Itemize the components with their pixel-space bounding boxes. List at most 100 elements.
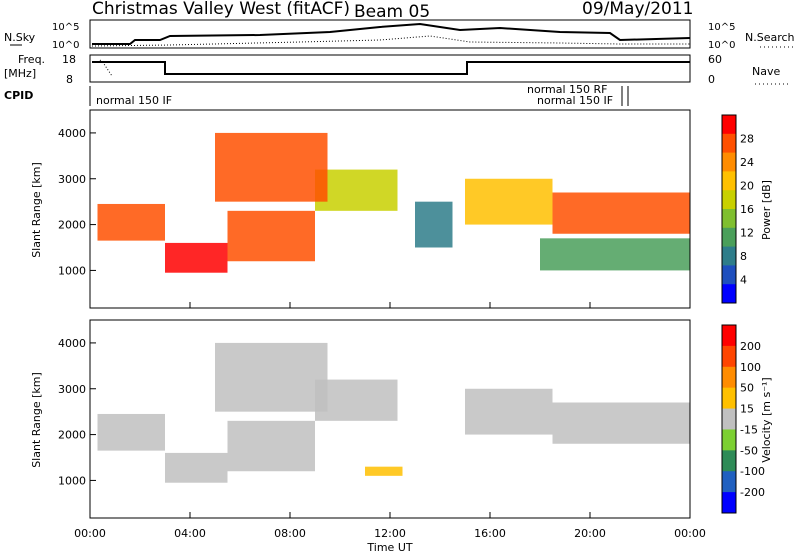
x-tick-label: 00:00: [74, 527, 106, 540]
nave-trace: [99, 59, 113, 77]
velocity-y-ticks: 1000 2000 3000 4000: [58, 337, 96, 487]
velocity-colorbar-segment: [722, 345, 736, 368]
site-title: Christmas Valley West (fitACF): [92, 0, 350, 19]
velocity-echo-band: [165, 452, 228, 483]
nsky-tick-high: 10^5: [52, 22, 79, 33]
x-tick-label: 08:00: [274, 527, 306, 540]
velocity-colorbar-tick-label: 100: [740, 361, 761, 374]
velocity-colorbar-tick-label: 50: [740, 382, 754, 395]
nsky-right-tick-low: 10^0: [708, 40, 735, 51]
power-colorbar-tick-label: 24: [740, 156, 754, 169]
freq-panel: Freq. [MHz] 18 8 60 0 Nave: [4, 53, 790, 86]
nsky-panel: N.Sky N.Search 10^5 10^0 10^5 10^0: [4, 19, 795, 51]
power-echo-band: [227, 210, 315, 262]
power-colorbar-tick-label: 28: [740, 133, 754, 146]
power-colorbar-segment: [722, 171, 736, 191]
x-tick-label: 16:00: [474, 527, 506, 540]
freq-tick-low: 8: [66, 73, 73, 86]
power-colorbar-segment: [722, 190, 736, 210]
nsearch-trace: [91, 35, 690, 47]
nsky-right-tick-high: 10^5: [708, 22, 735, 33]
velocity-colorbar-tick-label: -50: [740, 444, 758, 457]
power-echo-band: [540, 238, 690, 271]
nave-label: Nave: [752, 65, 780, 78]
velocity-y-tick-label: 4000: [58, 337, 86, 350]
velocity-colorbar-segment: [722, 325, 736, 347]
nsky-tick-low: 10^0: [52, 40, 79, 51]
freq-tick-high: 18: [62, 53, 76, 66]
x-tick-label: 20:00: [574, 527, 606, 540]
x-axis-label: Time UT: [366, 541, 412, 554]
power-colorbar-segment: [722, 133, 736, 154]
power-colorbar-segment: [722, 265, 736, 285]
nave-tick-low: 0: [708, 73, 715, 86]
power-colorbar-tick-label: 12: [740, 227, 754, 240]
nsearch-label: N.Search: [745, 31, 795, 44]
power-echo-band: [415, 201, 453, 248]
power-colorbar-segment: [722, 227, 736, 248]
velocity-echo-band: [552, 402, 690, 444]
freq-trace: [92, 61, 690, 75]
velocity-echo-band: [365, 466, 403, 476]
power-colorbar-tick-label: 20: [740, 180, 754, 193]
power-colorbar-label: Power [dB]: [760, 180, 773, 240]
power-colorbar-tick-label: 4: [740, 274, 747, 287]
velocity-colorbar-segment: [722, 492, 736, 514]
velocity-colorbar-tick-label: -200: [740, 486, 765, 499]
velocity-colorbar-label: Velocity [m s⁻¹]: [760, 377, 773, 462]
power-y-tick-label: 2000: [58, 219, 86, 232]
velocity-echo-band: [227, 420, 315, 472]
velocity-colorbar-tick-label: -100: [740, 465, 765, 478]
time-x-ticks: 00:00 04:00 08:00 12:00 16:00 20:00 00:00: [74, 302, 706, 540]
velocity-y-tick-label: 2000: [58, 429, 86, 442]
velocity-colorbar-segment: [722, 471, 736, 493]
power-colorbar-segment: [722, 152, 736, 172]
power-y-ticks: 1000 2000 3000 4000: [58, 127, 96, 277]
x-tick-label: 04:00: [174, 527, 206, 540]
velocity-y-label: Slant Range [km]: [30, 372, 43, 468]
beam-label: Beam 05: [354, 2, 430, 22]
velocity-colorbar-segment: [722, 408, 736, 430]
velocity-echo-band: [315, 379, 398, 421]
power-y-tick-label: 4000: [58, 127, 86, 140]
velocity-y-tick-label: 3000: [58, 383, 86, 396]
velocity-echo-band: [465, 388, 553, 435]
power-echo-band: [315, 169, 398, 211]
velocity-colorbar-segment: [722, 429, 736, 451]
freq-unit-label: [MHz]: [4, 67, 36, 80]
velocity-colorbar-tick-label: 15: [740, 403, 754, 416]
power-colorbar-segment: [722, 115, 736, 135]
cpid-label: CPID: [4, 89, 33, 102]
x-tick-label: 12:00: [374, 527, 406, 540]
power-colorbar-tick-label: 8: [740, 250, 747, 263]
nave-tick-high: 60: [708, 53, 722, 66]
power-echo-band: [97, 203, 165, 241]
x-tick-label: 00:00: [674, 527, 706, 540]
cpid-panel: CPID normal 150 IF normal 150 RF normal …: [4, 83, 629, 107]
power-colorbar-tick-label: 16: [740, 203, 754, 216]
power-echo-band: [552, 192, 690, 234]
nsky-trace: [92, 22, 691, 45]
velocity-echo-band: [215, 342, 328, 412]
velocity-colorbar-tick-label: -15: [740, 423, 758, 436]
power-echo-band: [465, 178, 553, 225]
power-bands: [97, 132, 690, 273]
cpid-mode-2: normal 150 RF: [527, 83, 608, 96]
velocity-colorbar: 200 100 50 15 -15 -50 -100 -200: [721, 324, 765, 514]
power-colorbar-segment: [722, 209, 736, 229]
velocity-colorbar-segment: [722, 387, 736, 410]
power-colorbar-segment: [722, 284, 736, 304]
velocity-y-tick-label: 1000: [58, 474, 86, 487]
power-colorbar: 28 24 20 16 12 8 4: [721, 114, 754, 304]
power-echo-band: [215, 132, 328, 202]
velocity-panel: 1000 2000 3000 4000 Slant Range [km]: [30, 319, 691, 519]
cpid-mode-1: normal 150 IF: [96, 94, 172, 107]
velocity-colorbar-segment: [722, 366, 736, 389]
power-panel: 1000 2000 3000 4000 Slant Range [km]: [30, 109, 691, 309]
power-y-tick-label: 3000: [58, 173, 86, 186]
power-colorbar-segment: [722, 246, 736, 266]
power-y-label: Slant Range [km]: [30, 162, 43, 258]
date-label: 09/May/2011: [582, 0, 694, 19]
velocity-echo-band: [97, 413, 165, 451]
